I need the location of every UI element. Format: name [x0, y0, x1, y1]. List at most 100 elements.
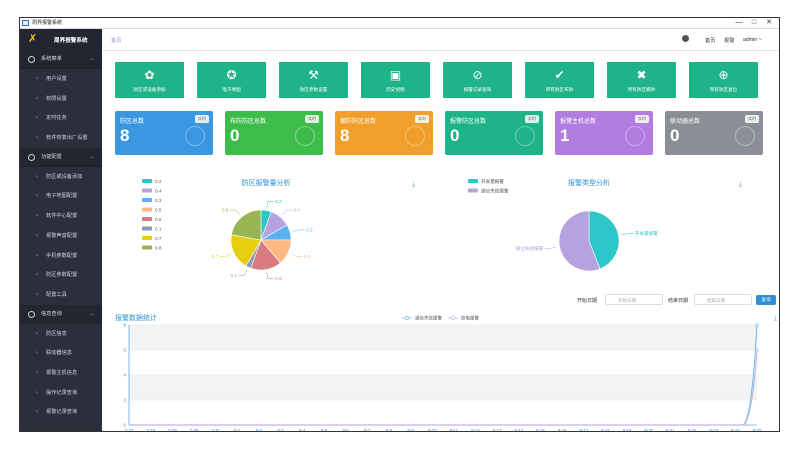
sidebar-item[interactable]: ◦ 定时任务	[20, 108, 102, 129]
sidebar-item[interactable]: ◦ 防区信息	[20, 323, 102, 344]
nav-group[interactable]: 系统菜单 ︿	[20, 50, 102, 69]
legend-label[interactable]: 0.4	[155, 189, 162, 194]
end-date-input[interactable]: 结束日期	[694, 294, 752, 305]
legend-label[interactable]: 0.1	[155, 227, 162, 232]
quick-action-tile[interactable]: ✿ 防区或设备添加	[115, 62, 184, 98]
group-icon	[28, 56, 35, 63]
home-link[interactable]: 首页	[705, 38, 716, 44]
data-point[interactable]	[755, 348, 759, 352]
legend-swatch[interactable]	[142, 236, 152, 240]
magnifier-icon: ⊘	[472, 68, 483, 82]
x-tick-label: 8-10	[428, 428, 437, 431]
legend-label[interactable]: 0.5	[155, 208, 162, 213]
pie-slice[interactable]	[558, 210, 601, 272]
watermark-icon	[625, 126, 645, 146]
sidebar-item[interactable]: ◦ 防区参数配置	[20, 265, 102, 285]
stat-label: 报警主机总数	[560, 119, 597, 125]
sidebar-item-label: 电子地图配置	[46, 193, 78, 200]
pie-slice[interactable]	[231, 209, 262, 241]
x-tick-label: 8-19	[623, 428, 632, 431]
breadcrumb[interactable]: 首页	[111, 38, 122, 44]
quick-action-tile[interactable]: ⊘ 报警记录查询	[443, 62, 512, 98]
zone-alarm-pie-chart: 防区报警量分析 0.2 0.4 0.3 0.5 0.6 0.1 0.7 0.8 0.2 0.4 0.3…	[142, 178, 313, 281]
tile-label: 防区参数设置	[299, 87, 328, 92]
legend-marker[interactable]	[450, 315, 456, 321]
sidebar-item[interactable]: ◦ 权限设置	[20, 88, 102, 109]
legend-label[interactable]: 0.7	[155, 236, 162, 241]
slice-label: 0.8	[222, 208, 229, 213]
plus-icon: ◦	[35, 173, 39, 180]
minimize-button[interactable]: —	[735, 19, 743, 26]
maximize-button[interactable]: □	[751, 19, 757, 26]
legend-label[interactable]: 0.2	[155, 179, 162, 184]
x-tick-label: 8-1	[234, 428, 241, 431]
tile-label: 所有防区复位	[709, 87, 738, 92]
legend-swatch[interactable]	[142, 226, 152, 231]
pie-slice[interactable]	[588, 210, 620, 270]
slice-label: 0.6	[275, 276, 282, 281]
legend-marker[interactable]	[404, 315, 410, 321]
quick-action-tile[interactable]: ✪ 电子地图	[197, 62, 266, 98]
legend-swatch[interactable]	[142, 245, 152, 250]
sidebar-item[interactable]: ◦ 软件中心配置	[20, 206, 102, 226]
quick-action-tile[interactable]: ⊕ 所有防区复位	[689, 62, 758, 98]
stat-badge: 实时	[525, 115, 539, 123]
legend-label[interactable]: 0.3	[155, 198, 162, 203]
download-icon[interactable]: ⤓	[774, 315, 778, 322]
app-icon	[22, 20, 29, 26]
slice-leader	[292, 229, 305, 232]
sidebar-item[interactable]: ◦ 用户设置	[20, 69, 102, 89]
check-icon: ✔	[554, 68, 565, 82]
sidebar-item[interactable]: ◦ 配置工具	[20, 284, 102, 305]
sidebar-item[interactable]: ◦ 报警记录查询	[20, 402, 102, 422]
x-tick-label: 8-12	[471, 428, 480, 431]
close-button[interactable]: ✕	[766, 19, 772, 26]
sidebar-item[interactable]: ◦ 报警声音配置	[20, 225, 102, 246]
sidebar-item[interactable]: ◦ 手机参数配置	[20, 245, 102, 266]
quick-action-tile[interactable]: ▣ 历史视频	[361, 62, 430, 98]
x-tick-label: 8-5	[321, 428, 328, 431]
legend-label[interactable]: 0.6	[155, 217, 162, 222]
legend-swatch[interactable]	[142, 217, 152, 221]
sidebar-item[interactable]: ◦ 防区或设备添加	[20, 166, 102, 187]
nav-group[interactable]: 信息查询 ︿	[20, 304, 102, 324]
sidebar-item[interactable]: ◦ 电子地图配置	[20, 186, 102, 207]
download-icon[interactable]: ⤓	[412, 181, 416, 188]
legend-swatch[interactable]	[142, 188, 152, 193]
globe-icon[interactable]	[682, 35, 689, 42]
legend-swatch[interactable]	[468, 188, 478, 193]
sidebar-item[interactable]: ◦ 操作记录查询	[20, 382, 102, 403]
nav-group[interactable]: 功能配置 ︿	[20, 147, 102, 167]
legend-swatch[interactable]	[468, 179, 478, 183]
download-icon[interactable]: ⤓	[739, 181, 743, 188]
quick-action-tile[interactable]: ✖ 所有防区撤防	[607, 62, 676, 98]
group-icon	[28, 310, 35, 318]
sidebar-item[interactable]: ◦ 软件恢复出厂设置	[20, 128, 102, 148]
alarm-link[interactable]: 报警	[724, 38, 735, 44]
query-button[interactable]: 查询	[756, 295, 776, 305]
pie-slice[interactable]	[230, 234, 262, 267]
sidebar-item[interactable]: ◦ 联动器信息	[20, 343, 102, 363]
stat-value: 0	[670, 126, 680, 145]
legend-label[interactable]: 0.8	[155, 246, 162, 251]
legend-label[interactable]: 开关量报警	[481, 178, 504, 185]
x-tick-label: 8-16	[558, 428, 567, 431]
stat-value: 0	[230, 126, 240, 145]
quick-action-tile[interactable]: ✔ 所有防区布防	[525, 62, 594, 98]
sidebar-item[interactable]: ◦ 报警主机信息	[20, 362, 102, 383]
legend-label[interactable]: 通信失败报警	[481, 188, 509, 195]
legend-swatch[interactable]	[142, 207, 152, 212]
logo-icon: ✗	[28, 33, 38, 45]
legend-label[interactable]: 掉电报警	[461, 315, 479, 322]
legend-label[interactable]: 通信失败报警	[415, 315, 442, 322]
legend-swatch[interactable]	[142, 179, 152, 183]
data-point[interactable]	[755, 323, 759, 327]
x-tick-label: 8-24	[731, 428, 740, 431]
tile-label: 报警记录查询	[463, 87, 492, 92]
stat-label: 布防防区总数	[230, 119, 267, 125]
start-date-input[interactable]: 开始日期	[605, 294, 663, 305]
legend-swatch[interactable]	[142, 198, 152, 202]
quick-action-tile[interactable]: ⚒ 防区参数设置	[279, 62, 348, 98]
slice-label: 0.7	[212, 254, 219, 259]
user-menu[interactable]: admin ~	[743, 37, 762, 43]
